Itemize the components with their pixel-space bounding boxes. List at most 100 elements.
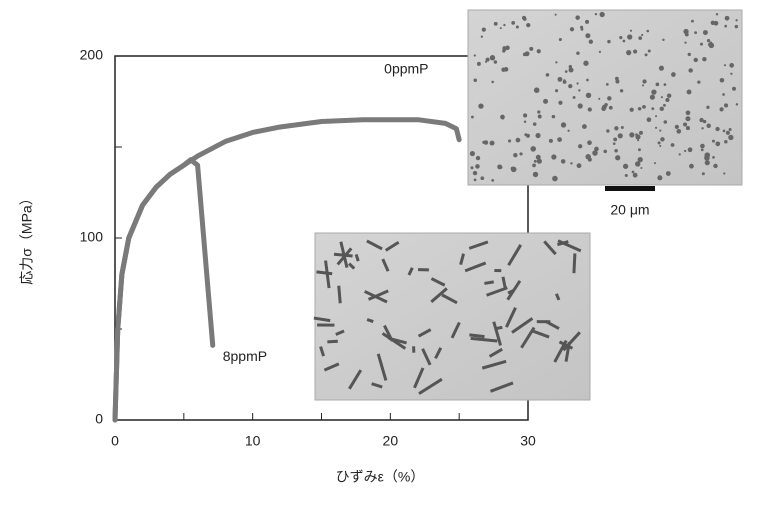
texture-dot xyxy=(679,153,681,155)
texture-dot xyxy=(623,164,628,169)
texture-dot xyxy=(569,68,574,73)
texture-dot xyxy=(647,117,652,122)
texture-dot xyxy=(724,64,726,66)
texture-dot xyxy=(587,140,592,145)
x-tick-label: 0 xyxy=(111,433,119,449)
texture-dot xyxy=(660,107,664,111)
texture-dot xyxy=(530,146,536,152)
texture-dot xyxy=(638,36,642,40)
texture-dot xyxy=(664,83,667,86)
texture-dot xyxy=(576,82,578,84)
texture-dot xyxy=(685,116,690,121)
texture-dot xyxy=(648,49,651,52)
texture-dot xyxy=(630,108,634,112)
texture-dot xyxy=(645,53,648,56)
texture-dot xyxy=(732,87,736,91)
texture-dot xyxy=(660,137,664,141)
y-axis-label: 応力σ（MPa） xyxy=(19,191,35,284)
texture-dot xyxy=(585,20,589,24)
texture-dot xyxy=(551,154,556,159)
texture-dot xyxy=(632,171,635,174)
texture-dot xyxy=(583,61,588,66)
texture-dot xyxy=(516,138,521,143)
texture-dot xyxy=(724,25,727,28)
texture-dot xyxy=(558,101,562,105)
texture-dot xyxy=(654,162,656,164)
texture-dot xyxy=(704,152,710,158)
texture-dot xyxy=(601,106,606,111)
texture-dot xyxy=(561,122,566,127)
texture-dot xyxy=(702,172,705,175)
texture-dot xyxy=(684,150,686,152)
texture-dot xyxy=(662,39,664,41)
texture-dot xyxy=(684,41,686,43)
texture-dot xyxy=(640,167,642,169)
texture-dot xyxy=(701,127,703,129)
texture-dot xyxy=(691,20,694,23)
texture-dot xyxy=(476,156,480,160)
texture-dot xyxy=(735,25,738,28)
x-tick-label: 10 xyxy=(245,433,261,449)
texture-dot xyxy=(638,148,641,151)
texture-dot xyxy=(635,161,640,166)
texture-needle xyxy=(537,320,551,323)
micrograph-0ppmP xyxy=(468,10,742,185)
texture-dot xyxy=(700,43,703,46)
texture-dot xyxy=(534,87,540,93)
texture-dot xyxy=(533,122,537,126)
texture-dot xyxy=(694,31,697,34)
texture-dot xyxy=(635,133,638,136)
texture-dot xyxy=(607,40,610,43)
texture-dot xyxy=(524,121,526,123)
texture-dot xyxy=(480,176,484,180)
texture-dot xyxy=(666,171,671,176)
texture-dot xyxy=(657,175,662,180)
texture-dot xyxy=(704,32,707,35)
texture-dot xyxy=(642,79,646,83)
texture-dot xyxy=(502,49,505,52)
texture-dot xyxy=(473,171,477,175)
texture-dot xyxy=(671,143,675,147)
texture-dot xyxy=(490,55,495,60)
texture-needle xyxy=(327,340,338,344)
texture-dot xyxy=(671,72,676,77)
texture-dot xyxy=(537,49,541,53)
texture-dot xyxy=(663,120,667,124)
texture-dot xyxy=(475,164,480,169)
texture-dot xyxy=(736,103,738,105)
texture-dot xyxy=(588,158,592,162)
texture-needle xyxy=(418,268,429,271)
texture-dot xyxy=(523,53,527,57)
texture-dot xyxy=(638,107,642,111)
texture-dot xyxy=(595,13,597,15)
texture-dot xyxy=(603,150,607,154)
texture-dot xyxy=(619,36,622,39)
texture-dot xyxy=(689,164,694,169)
texture-dot xyxy=(614,126,618,130)
texture-dot xyxy=(513,153,517,157)
texture-dot xyxy=(474,54,476,56)
texture-dot xyxy=(702,57,706,61)
texture-dot xyxy=(516,26,519,29)
texture-dot xyxy=(688,147,693,152)
texture-dot xyxy=(501,68,505,72)
texture-dot xyxy=(663,104,666,107)
texture-dot xyxy=(494,22,498,26)
texture-dot xyxy=(557,137,562,142)
texture-dot xyxy=(623,40,626,43)
texture-dot xyxy=(599,12,604,17)
texture-dot xyxy=(500,115,505,120)
texture-dot xyxy=(659,145,661,147)
texture-dot xyxy=(687,90,692,95)
texture-dot xyxy=(615,155,620,160)
texture-dot xyxy=(712,156,715,159)
texture-dot xyxy=(573,96,576,99)
texture-dot xyxy=(683,29,688,34)
texture-dot xyxy=(482,141,485,144)
texture-dot xyxy=(526,23,530,27)
texture-dot xyxy=(639,131,643,135)
texture-dot xyxy=(532,164,536,168)
texture-dot xyxy=(490,141,495,146)
texture-dot xyxy=(592,150,598,156)
texture-dot xyxy=(735,19,737,21)
